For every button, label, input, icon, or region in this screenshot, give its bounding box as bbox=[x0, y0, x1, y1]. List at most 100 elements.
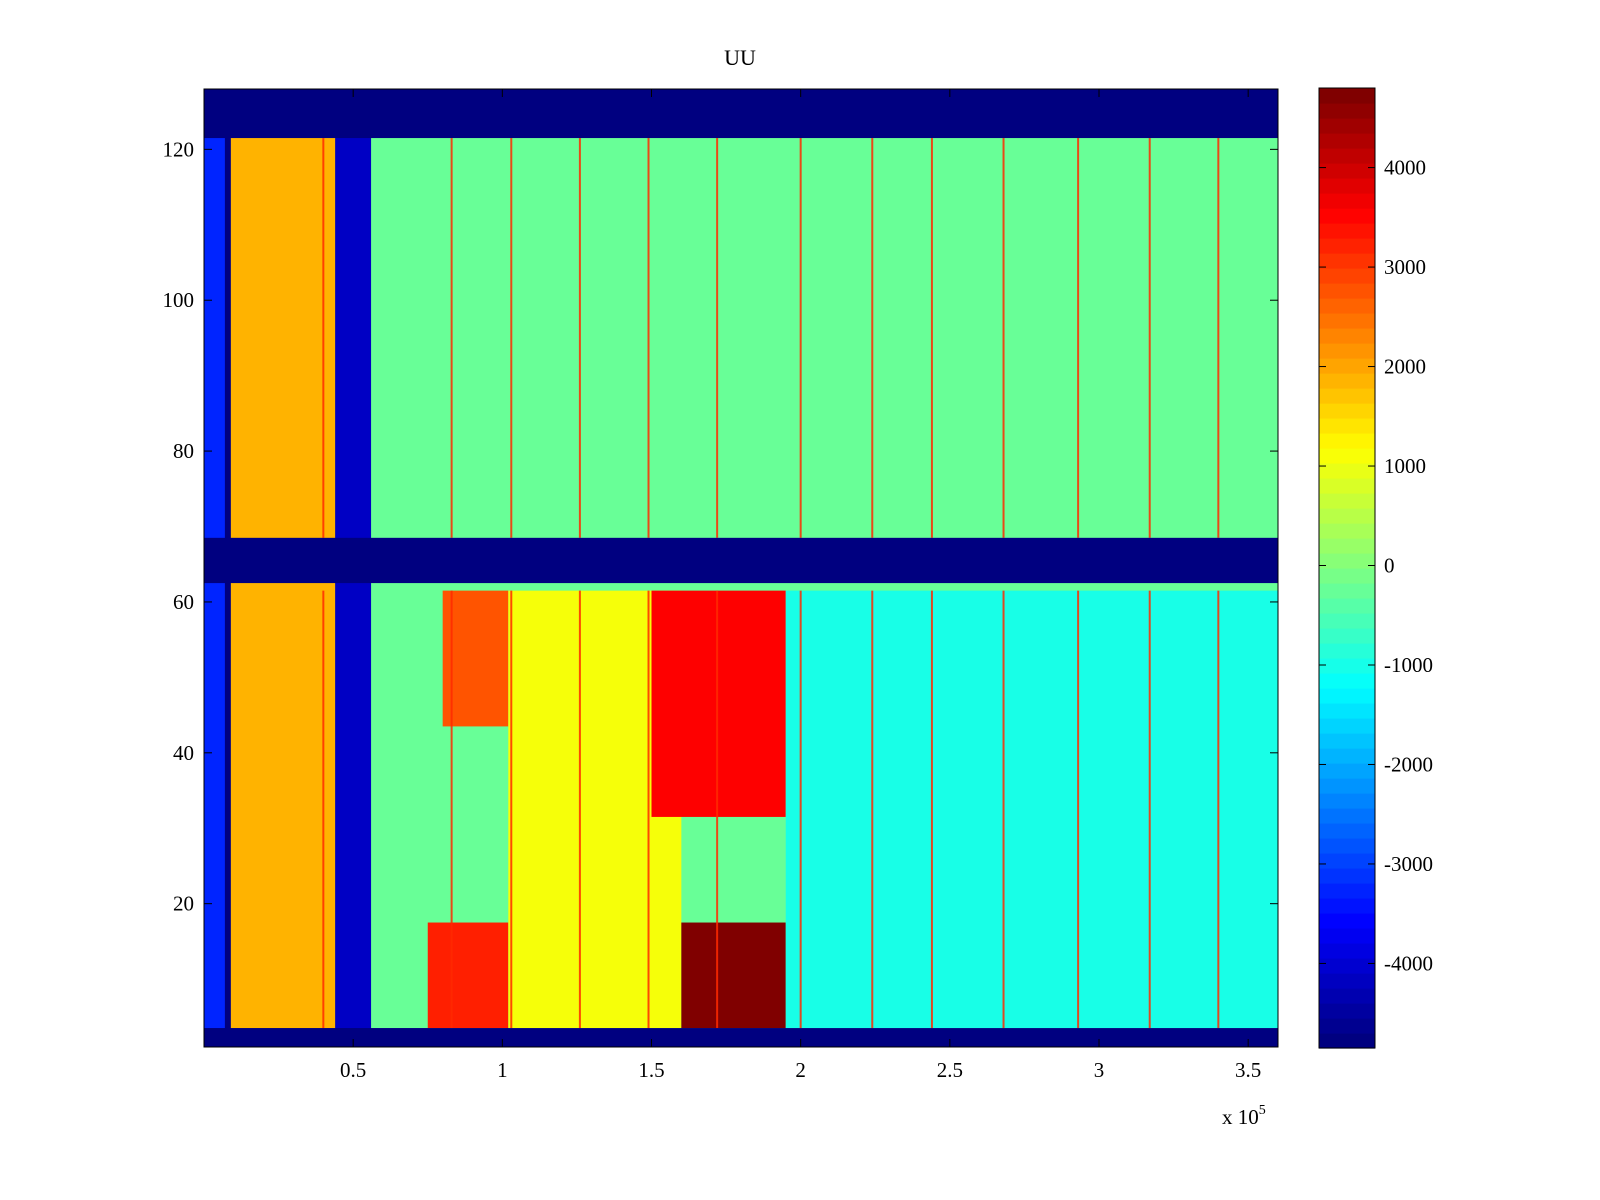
x-tick-label: 1 bbox=[497, 1058, 508, 1082]
colorbar-swatch bbox=[1319, 343, 1375, 359]
colorbar-swatch bbox=[1319, 328, 1375, 344]
colorbar bbox=[1319, 88, 1375, 1049]
heatmap-streak-8-1 bbox=[930, 138, 933, 538]
x-axis: 0.5 1 1.5 2 2.5 3 3.5 bbox=[340, 89, 1261, 1082]
colorbar-swatch bbox=[1319, 853, 1375, 869]
colorbar-axis: 4000 3000 2000 1000 0 -1000 -2000 -3000 -4000 bbox=[1319, 156, 1433, 975]
colorbar-swatch bbox=[1319, 208, 1375, 224]
colorbar-tick-label: 3000 bbox=[1384, 255, 1426, 279]
y-tick-label: 20 bbox=[173, 892, 194, 916]
x-exponent-label: x 105 bbox=[1222, 1103, 1266, 1129]
colorbar-tick-label: 4000 bbox=[1384, 156, 1426, 180]
colorbar-swatch bbox=[1319, 103, 1375, 119]
colorbar-swatch bbox=[1319, 883, 1375, 899]
colorbar-swatch bbox=[1319, 958, 1375, 974]
heatmap-streak-1-0 bbox=[450, 590, 453, 1029]
colorbar-swatch bbox=[1319, 508, 1375, 524]
y-tick-label: 60 bbox=[173, 590, 194, 614]
colorbar-swatch bbox=[1319, 643, 1375, 659]
colorbar-swatch bbox=[1319, 478, 1375, 494]
colorbar-swatch bbox=[1319, 583, 1375, 599]
heatmap-streak-11-1 bbox=[1148, 138, 1151, 538]
colorbar-swatch bbox=[1319, 358, 1375, 374]
colorbar-swatch bbox=[1319, 943, 1375, 959]
colorbar-swatch bbox=[1319, 148, 1375, 164]
heatmap-region-7 bbox=[651, 590, 786, 817]
colorbar-swatch bbox=[1319, 268, 1375, 284]
heatmap-masked-band-0 bbox=[204, 1028, 1278, 1047]
heatmap-streak-4-1 bbox=[647, 138, 650, 538]
heatmap bbox=[204, 89, 1279, 1047]
colorbar-swatch bbox=[1319, 748, 1375, 764]
colorbar-swatch bbox=[1319, 688, 1375, 704]
x-tick-label: 0.5 bbox=[340, 1058, 366, 1082]
colorbar-swatch bbox=[1319, 178, 1375, 194]
y-tick-label: 40 bbox=[173, 741, 194, 765]
chart-title: UU bbox=[724, 45, 756, 70]
heatmap-streak-9-0 bbox=[1002, 590, 1005, 1029]
colorbar-swatch bbox=[1319, 613, 1375, 629]
colorbar-swatch bbox=[1319, 193, 1375, 209]
colorbar-tick-label: -4000 bbox=[1384, 951, 1433, 975]
colorbar-swatch bbox=[1319, 838, 1375, 854]
colorbar-swatch bbox=[1319, 298, 1375, 314]
heatmap-masked-band-2 bbox=[204, 89, 1278, 139]
colorbar-swatch bbox=[1319, 493, 1375, 509]
colorbar-swatch bbox=[1319, 703, 1375, 719]
colorbar-swatch bbox=[1319, 313, 1375, 329]
colorbar-swatch bbox=[1319, 238, 1375, 254]
colorbar-swatch bbox=[1319, 763, 1375, 779]
colorbar-swatch bbox=[1319, 808, 1375, 824]
colorbar-swatch bbox=[1319, 88, 1375, 104]
heatmap-streak-1-1 bbox=[450, 138, 453, 538]
colorbar-swatch bbox=[1319, 928, 1375, 944]
heatmap-streak-7-1 bbox=[871, 138, 874, 538]
heatmap-region-5 bbox=[427, 922, 509, 1029]
x-tick-label: 3.5 bbox=[1235, 1058, 1261, 1082]
plot-frame bbox=[203, 88, 1279, 1048]
heatmap-streak-3-0 bbox=[578, 590, 581, 1029]
colorbar-swatch bbox=[1319, 538, 1375, 554]
heatmap-streak-3-1 bbox=[578, 138, 581, 538]
x-tick-label: 1.5 bbox=[638, 1058, 664, 1082]
y-tick-label: 120 bbox=[163, 137, 195, 161]
heatmap-region-4 bbox=[442, 590, 509, 727]
y-tick-label: 80 bbox=[173, 439, 194, 463]
colorbar-swatch bbox=[1319, 133, 1375, 149]
colorbar-swatch bbox=[1319, 1033, 1375, 1049]
colorbar-swatch bbox=[1319, 463, 1375, 479]
colorbar-tick-label: -2000 bbox=[1384, 752, 1433, 776]
colorbar-tick-label: -1000 bbox=[1384, 653, 1433, 677]
x-tick-label: 3 bbox=[1094, 1058, 1105, 1082]
colorbar-tick-label: 2000 bbox=[1384, 355, 1426, 379]
heatmap-streak-7-0 bbox=[871, 590, 874, 1029]
colorbar-tick-label: 0 bbox=[1384, 554, 1395, 578]
colorbar-swatch bbox=[1319, 403, 1375, 419]
colorbar-swatch bbox=[1319, 433, 1375, 449]
x-tick-label: 2 bbox=[795, 1058, 806, 1082]
heatmap-streak-6-0 bbox=[799, 590, 802, 1029]
colorbar-swatch bbox=[1319, 223, 1375, 239]
colorbar-swatch bbox=[1319, 628, 1375, 644]
colorbar-swatch bbox=[1319, 118, 1375, 134]
x-exponent-power: 5 bbox=[1259, 1103, 1266, 1118]
colorbar-swatch bbox=[1319, 283, 1375, 299]
colorbar-swatch bbox=[1319, 898, 1375, 914]
colorbar-tick-label: -3000 bbox=[1384, 852, 1433, 876]
colorbar-swatch bbox=[1319, 1003, 1375, 1019]
heatmap-streak-12-1 bbox=[1217, 138, 1220, 538]
heatmap-streak-4-0 bbox=[647, 590, 650, 1029]
colorbar-swatch bbox=[1319, 868, 1375, 884]
colorbar-swatch bbox=[1319, 598, 1375, 614]
heatmap-region-8 bbox=[681, 922, 786, 1029]
heatmap-streak-2-0 bbox=[510, 590, 513, 1029]
colorbar-swatch bbox=[1319, 778, 1375, 794]
x-exponent-base: x 10 bbox=[1222, 1105, 1259, 1129]
colorbar-swatch bbox=[1319, 523, 1375, 539]
colorbar-tick-label: 1000 bbox=[1384, 454, 1426, 478]
heatmap-streak-0-1 bbox=[322, 138, 325, 538]
heatmap-streak-6-1 bbox=[799, 138, 802, 538]
heatmap-streak-8-0 bbox=[930, 590, 933, 1029]
colorbar-swatch bbox=[1319, 388, 1375, 404]
